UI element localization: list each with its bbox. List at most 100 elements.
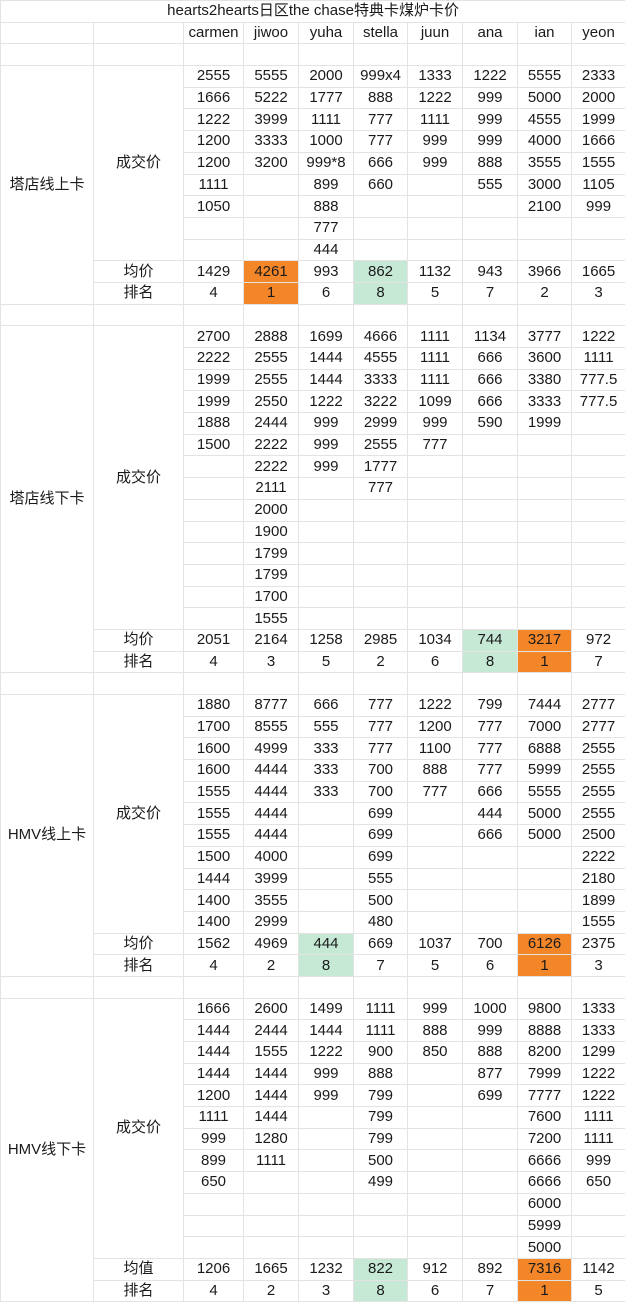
price-cell[interactable]: 6000	[518, 1193, 572, 1215]
empty-cell[interactable]	[94, 976, 184, 998]
empty-cell[interactable]	[463, 673, 518, 695]
price-cell[interactable]: 7777	[518, 1085, 572, 1107]
price-cell[interactable]	[463, 434, 518, 456]
price-cell[interactable]: 1444	[299, 1020, 354, 1042]
price-cell[interactable]	[354, 217, 408, 239]
price-cell[interactable]: 1444	[184, 1020, 244, 1042]
member-header-yeon[interactable]: yeon	[572, 22, 625, 44]
price-cell[interactable]	[299, 803, 354, 825]
price-cell[interactable]: 1444	[184, 1063, 244, 1085]
price-cell[interactable]: 4555	[354, 348, 408, 370]
price-cell[interactable]	[408, 564, 463, 586]
price-cell[interactable]	[244, 1215, 299, 1237]
avg-cell[interactable]: 7316	[518, 1258, 572, 1280]
rank-cell[interactable]: 5	[408, 955, 463, 977]
rank-cell[interactable]: 3	[244, 651, 299, 673]
avg-cell[interactable]: 892	[463, 1258, 518, 1280]
price-cell[interactable]: 1600	[184, 760, 244, 782]
price-cell[interactable]	[299, 1128, 354, 1150]
price-cell[interactable]: 1200	[184, 1085, 244, 1107]
rank-cell[interactable]: 7	[463, 1280, 518, 1302]
price-cell[interactable]: 1999	[184, 391, 244, 413]
price-cell[interactable]: 2555	[244, 348, 299, 370]
rank-cell[interactable]: 2	[244, 955, 299, 977]
price-cell[interactable]: 1500	[184, 434, 244, 456]
price-cell[interactable]: 1444	[244, 1063, 299, 1085]
price-cell[interactable]: 999	[572, 1150, 625, 1172]
price-cell[interactable]: 999	[299, 413, 354, 435]
price-cell[interactable]	[463, 1237, 518, 1259]
empty-cell[interactable]	[463, 44, 518, 66]
avg-cell[interactable]: 972	[572, 629, 625, 651]
empty-cell[interactable]	[299, 976, 354, 998]
price-cell[interactable]	[354, 608, 408, 630]
empty-cell[interactable]	[572, 976, 625, 998]
price-cell[interactable]	[244, 196, 299, 218]
price-cell[interactable]: 1700	[244, 586, 299, 608]
rank-cell[interactable]: 7	[572, 651, 625, 673]
empty-cell[interactable]	[184, 976, 244, 998]
empty-header-cell[interactable]	[94, 22, 184, 44]
price-cell[interactable]: 1666	[184, 998, 244, 1020]
price-cell[interactable]: 699	[354, 825, 408, 847]
price-cell[interactable]	[299, 868, 354, 890]
price-cell[interactable]	[408, 803, 463, 825]
price-cell[interactable]: 888	[408, 1020, 463, 1042]
price-cell[interactable]	[572, 1237, 625, 1259]
price-cell[interactable]	[354, 521, 408, 543]
price-cell[interactable]: 1777	[299, 87, 354, 109]
price-cell[interactable]: 1111	[184, 1107, 244, 1129]
price-cell[interactable]: 777	[354, 716, 408, 738]
price-label[interactable]: 成交价	[94, 66, 184, 261]
price-cell[interactable]	[463, 564, 518, 586]
price-cell[interactable]: 1999	[184, 369, 244, 391]
price-cell[interactable]: 7200	[518, 1128, 572, 1150]
price-cell[interactable]: 2333	[572, 66, 625, 88]
member-header-carmen[interactable]: carmen	[184, 22, 244, 44]
price-cell[interactable]	[572, 413, 625, 435]
price-cell[interactable]: 999	[463, 87, 518, 109]
empty-cell[interactable]	[572, 673, 625, 695]
price-cell[interactable]	[463, 478, 518, 500]
empty-cell[interactable]	[184, 44, 244, 66]
price-cell[interactable]: 590	[463, 413, 518, 435]
empty-cell[interactable]	[1, 976, 94, 998]
price-cell[interactable]: 1555	[184, 803, 244, 825]
price-cell[interactable]: 1222	[299, 1042, 354, 1064]
empty-cell[interactable]	[299, 304, 354, 326]
price-cell[interactable]: 999	[408, 998, 463, 1020]
price-cell[interactable]: 650	[572, 1172, 625, 1194]
price-cell[interactable]: 5999	[518, 760, 572, 782]
avg-label[interactable]: 均值	[94, 1258, 184, 1280]
rank-cell[interactable]: 1	[518, 651, 572, 673]
price-cell[interactable]	[408, 1215, 463, 1237]
price-cell[interactable]	[244, 1172, 299, 1194]
rank-cell[interactable]: 5	[408, 282, 463, 304]
price-cell[interactable]: 5000	[518, 803, 572, 825]
price-cell[interactable]	[408, 911, 463, 933]
rank-label[interactable]: 排名	[94, 651, 184, 673]
rank-cell[interactable]: 7	[463, 282, 518, 304]
price-cell[interactable]	[354, 196, 408, 218]
rank-cell[interactable]: 6	[408, 651, 463, 673]
price-cell[interactable]	[184, 456, 244, 478]
empty-cell[interactable]	[299, 673, 354, 695]
empty-cell[interactable]	[94, 44, 184, 66]
price-cell[interactable]: 2444	[244, 413, 299, 435]
price-cell[interactable]: 2222	[184, 348, 244, 370]
avg-cell[interactable]: 1132	[408, 261, 463, 283]
price-cell[interactable]: 7444	[518, 695, 572, 717]
price-cell[interactable]	[184, 564, 244, 586]
price-cell[interactable]	[518, 543, 572, 565]
avg-cell[interactable]: 1562	[184, 933, 244, 955]
price-cell[interactable]	[184, 608, 244, 630]
price-cell[interactable]: 666	[463, 391, 518, 413]
rank-cell[interactable]: 6	[299, 282, 354, 304]
rank-label[interactable]: 排名	[94, 955, 184, 977]
price-cell[interactable]	[463, 1215, 518, 1237]
rank-cell[interactable]: 3	[299, 1280, 354, 1302]
section-label[interactable]: 塔店线上卡	[1, 66, 94, 305]
price-cell[interactable]: 1111	[354, 998, 408, 1020]
empty-cell[interactable]	[244, 976, 299, 998]
price-cell[interactable]: 2700	[184, 326, 244, 348]
